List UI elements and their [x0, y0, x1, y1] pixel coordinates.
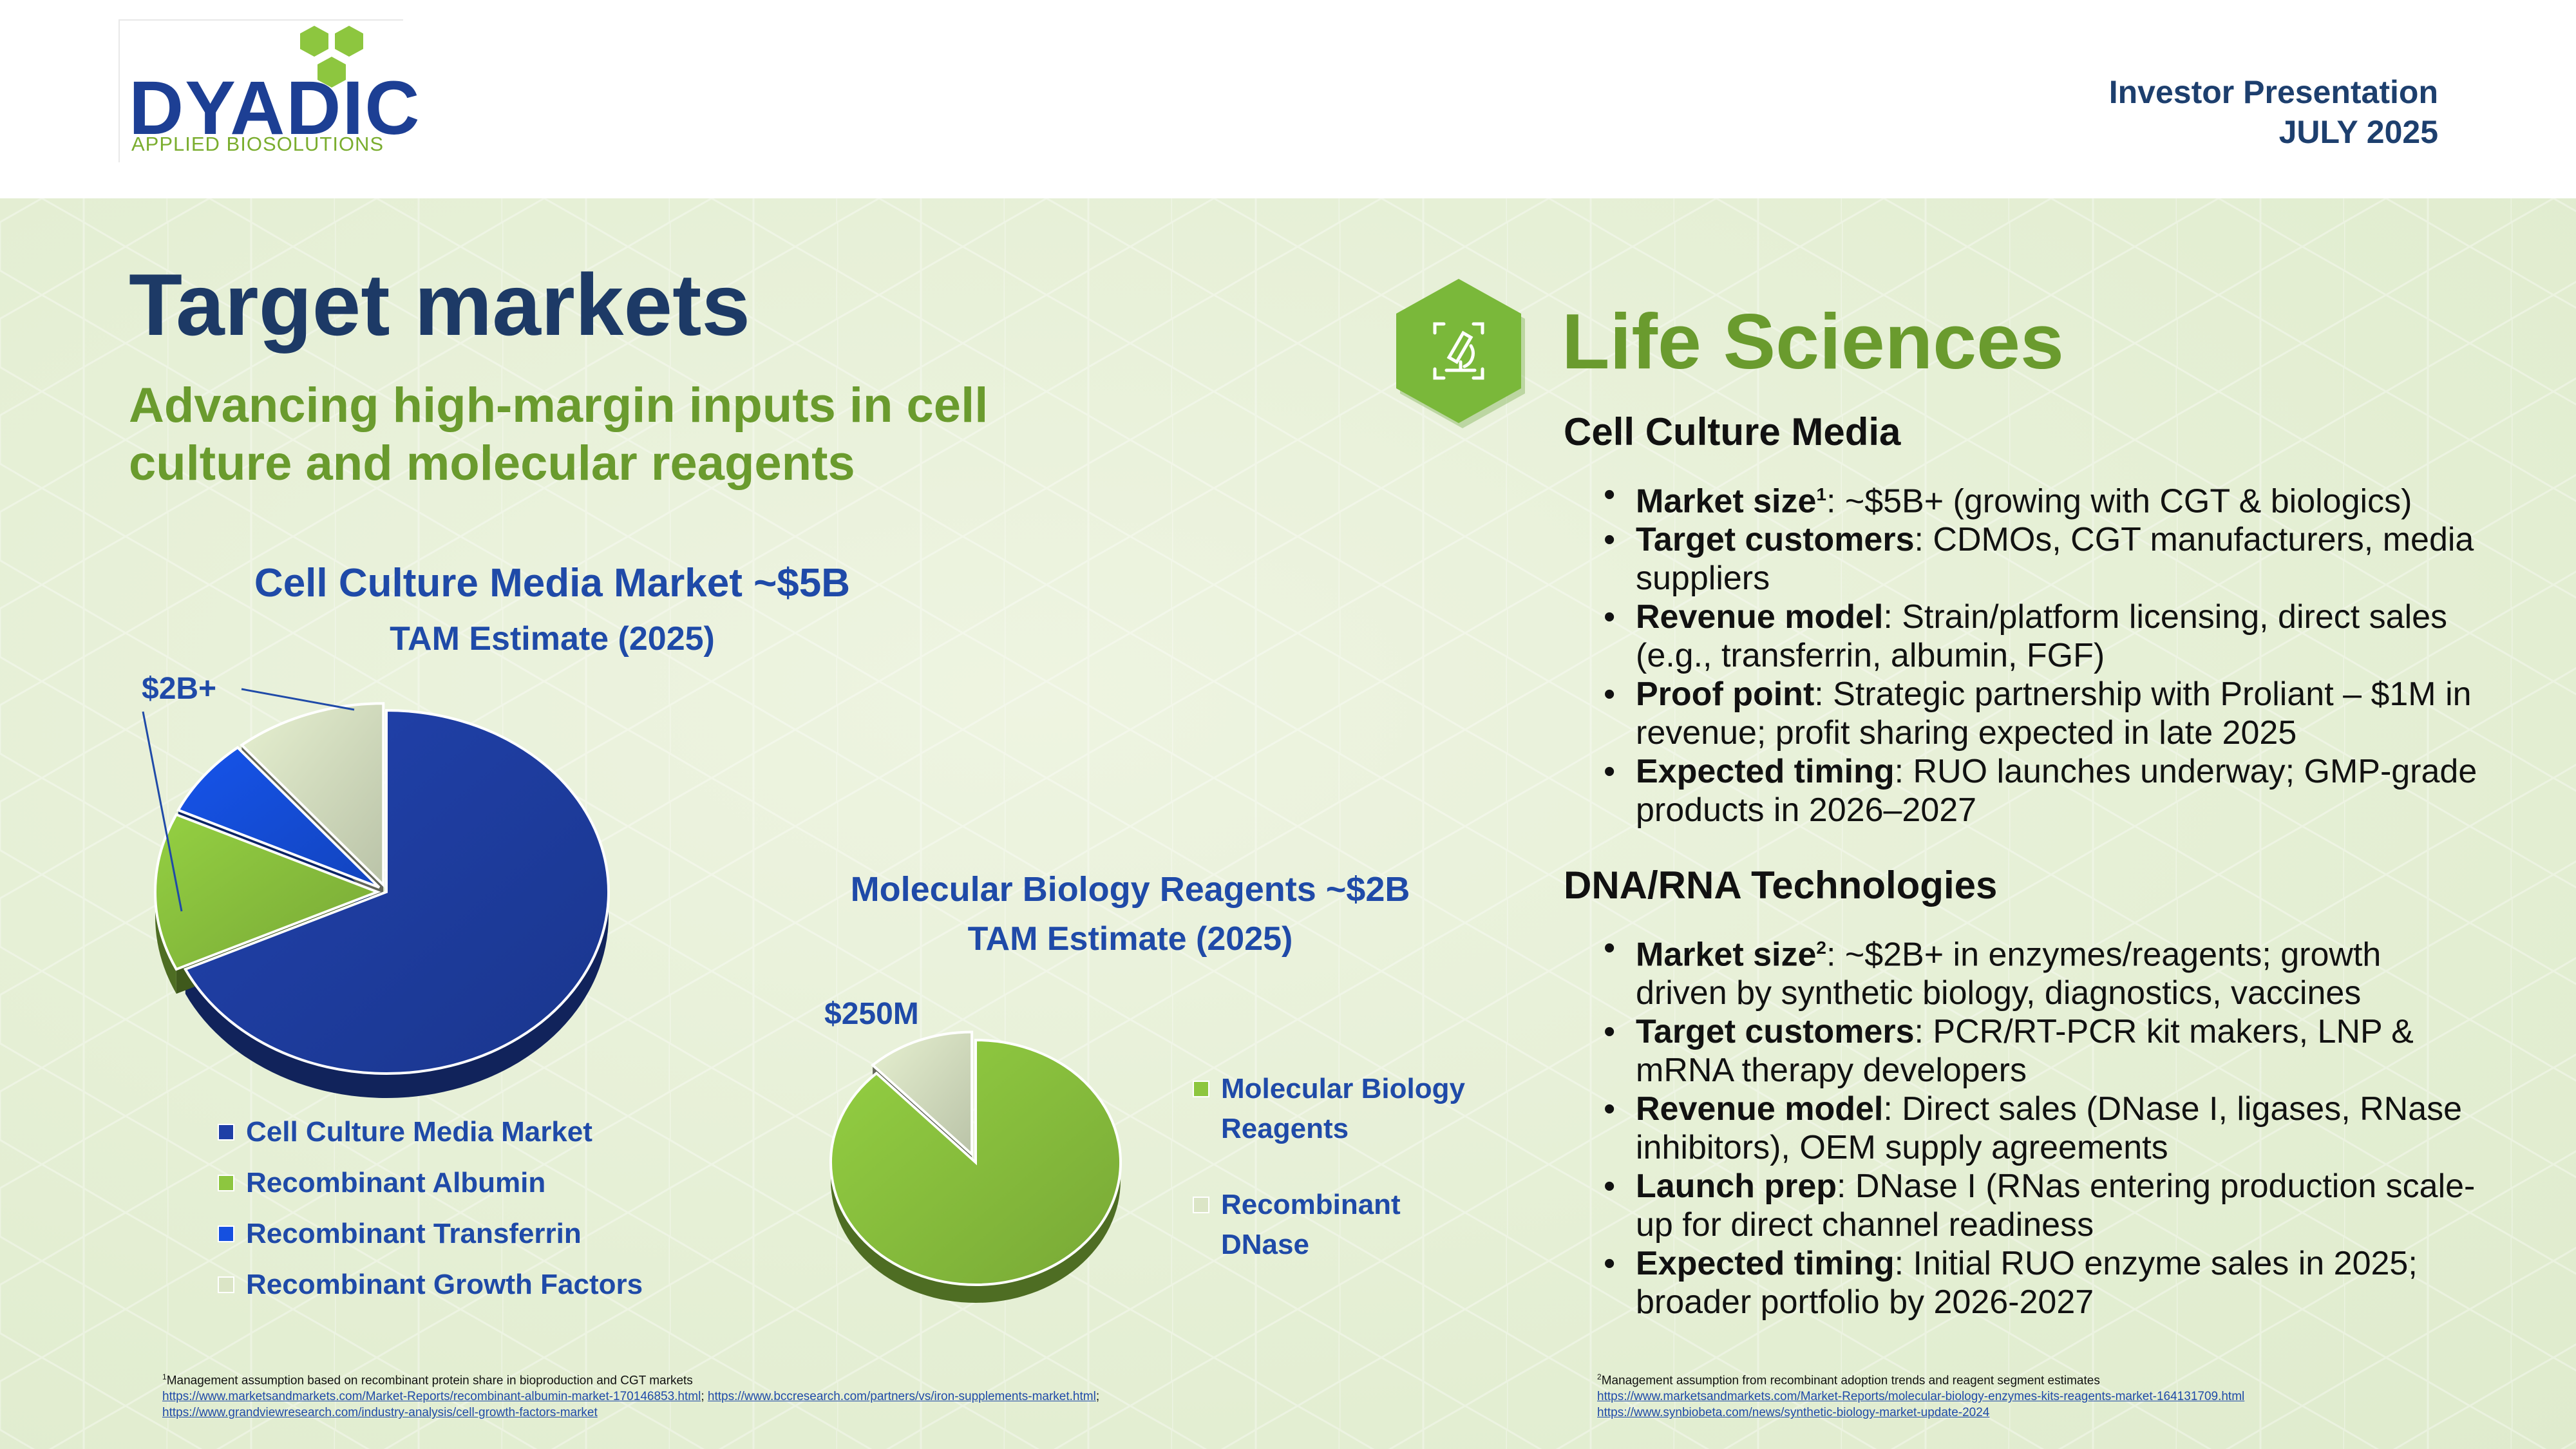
legend-label: Recombinant Growth Factors [246, 1268, 643, 1300]
dna-rna-heading: DNA/RNA Technologies [1564, 864, 1998, 907]
chart1-legend: Cell Culture Media Market Recombinant Al… [218, 1106, 643, 1310]
microscope-icon [1396, 279, 1525, 428]
bullet-label: Market size [1636, 936, 1817, 974]
footnote-text: Management assumption from recombinant a… [1601, 1374, 2100, 1388]
bullet-label: Market size [1636, 482, 1817, 520]
chart2-title: Molecular Biology Reagents ~$2B [850, 870, 1410, 909]
footnote-link[interactable]: https://www.grandviewresearch.com/indust… [162, 1406, 598, 1420]
page-title: Target markets [129, 256, 751, 354]
header-bar: DYADIC APPLIED BIOSOLUTIONS Investor Pre… [0, 0, 2576, 198]
legend-label: Recombinant Transferrin [246, 1217, 582, 1249]
logo-frame [118, 19, 403, 162]
footnote-mark: 2 [1597, 1372, 1602, 1381]
footnote-link[interactable]: https://www.synbiobeta.com/news/syntheti… [1597, 1406, 1990, 1420]
chart2-legend: Molecular Biology Reagents Recombinant D… [1193, 1069, 1492, 1301]
footnote-separator: ; [701, 1390, 708, 1404]
chart1-title: Cell Culture Media Market ~$5B [254, 561, 851, 605]
legend-swatch [1193, 1081, 1209, 1097]
bullet-item: Proof point: Strategic partnership with … [1564, 675, 2478, 752]
footnote-2: 2Management assumption from recombinant … [1597, 1369, 2499, 1421]
cell-culture-pie-chart: $2B+ [142, 672, 610, 1098]
footnote-text: Management assumption based on recombina… [166, 1374, 693, 1388]
footnote-link[interactable]: https://www.marketsandmarkets.com/Market… [1597, 1390, 2245, 1404]
legend-label: Recombinant DNase [1221, 1189, 1401, 1260]
bullet-label: Expected timing [1636, 1245, 1895, 1283]
dna-rna-bullets: Market size2: ~$2B+ in enzymes/reagents;… [1564, 929, 2478, 1321]
logo-hexagons-icon [300, 26, 363, 88]
bullet-text: : Direct sales (DNase I, ligases, RNase … [1636, 1090, 2463, 1167]
callout-label: $250M [824, 997, 919, 1031]
bullet-text: : Initial RUO enzyme sales in 2025; broa… [1636, 1245, 2418, 1321]
pie-slice [870, 1030, 974, 1157]
presentation-date: JULY 2025 [2278, 114, 2438, 150]
callout-line [142, 711, 183, 912]
header-meta: Investor Presentation JULY 2025 [2109, 72, 2438, 152]
pie-slice [183, 708, 610, 1075]
bullet-item: Target customers: CDMOs, CGT manufacture… [1564, 520, 2478, 598]
bullet-item: Expected timing: Initial RUO enzyme sale… [1564, 1244, 2478, 1321]
bullet-label: Proof point [1636, 676, 1815, 714]
bullet-text: : ~$5B+ (growing with CGT & biologics) [1826, 482, 2412, 520]
legend-swatch [218, 1225, 234, 1242]
bullet-label: Revenue model [1636, 598, 1884, 636]
pie-slice [176, 746, 381, 889]
bullet-text: : PCR/RT-PCR kit makers, LNP & mRNA ther… [1636, 1013, 2414, 1090]
presentation-label: Investor Presentation [2108, 74, 2438, 110]
legend-item: Recombinant Growth Factors [218, 1259, 643, 1310]
legend-swatch [1193, 1197, 1209, 1213]
legend-label: Cell Culture Media Market [246, 1115, 592, 1148]
bullet-item: Revenue model: Direct sales (DNase I, li… [1564, 1090, 2478, 1167]
molecular-biology-pie-chart: $250M [824, 997, 1122, 1303]
chart2-subtitle: TAM Estimate (2025) [967, 920, 1293, 958]
legend-swatch [218, 1174, 234, 1191]
bullet-label: Target customers [1636, 521, 1915, 559]
legend-label: Recombinant Albumin [246, 1166, 546, 1198]
cell-culture-bullets: Market size1: ~$5B+ (growing with CGT & … [1564, 475, 2478, 829]
legend-item: Recombinant Albumin [218, 1157, 643, 1208]
legend-item: Recombinant DNase [1193, 1185, 1492, 1265]
footnote-ref: 1 [1816, 484, 1826, 504]
bullet-label: Expected timing [1636, 753, 1895, 791]
bullet-item: Market size2: ~$2B+ in enzymes/reagents;… [1564, 929, 2478, 1012]
legend-label: Molecular Biology Reagents [1221, 1073, 1465, 1144]
legend-item: Recombinant Transferrin [218, 1208, 643, 1259]
footnote-1: 1Management assumption based on recombin… [162, 1369, 1257, 1421]
footnote-ref: 2 [1816, 938, 1826, 958]
bullet-text: : CDMOs, CGT manufacturers, media suppli… [1636, 521, 2474, 598]
bullet-item: Launch prep: DNase I (RNas entering prod… [1564, 1167, 2478, 1244]
bullet-text: : Strain/platform licensing, direct sale… [1636, 598, 2448, 675]
bullet-item: Market size1: ~$5B+ (growing with CGT & … [1564, 475, 2478, 520]
bullet-label: Launch prep [1636, 1168, 1837, 1206]
life-sciences-title: Life Sciences [1562, 298, 2064, 385]
page-subtitle: Advancing high-margin inputs in cell cul… [129, 378, 989, 491]
legend-swatch [218, 1123, 234, 1141]
bullet-text: : DNase I (RNas entering production scal… [1636, 1168, 2476, 1244]
callout-label: $2B+ [142, 672, 216, 706]
logo-wordmark: DYADIC [129, 66, 421, 151]
bullet-label: Revenue model [1636, 1090, 1884, 1128]
footnote-separator: ; [1095, 1390, 1100, 1404]
callout-line [241, 688, 355, 711]
chart1-subtitle: TAM Estimate (2025) [390, 620, 715, 658]
pie-slice-side [155, 892, 176, 994]
bullet-item: Expected timing: RUO launches underway; … [1564, 752, 2478, 829]
pie-slice [154, 813, 381, 971]
pie-slice [829, 1038, 1122, 1286]
cell-culture-heading: Cell Culture Media [1564, 410, 1901, 453]
footnote-link[interactable]: https://www.bccresearch.com/partners/vs/… [707, 1390, 1096, 1404]
logo-tagline: APPLIED BIOSOLUTIONS [131, 133, 384, 155]
bullet-text: : RUO launches underway; GMP-grade produ… [1636, 753, 2477, 829]
bullet-item: Target customers: PCR/RT-PCR kit makers,… [1564, 1012, 2478, 1090]
legend-swatch [218, 1276, 234, 1293]
legend-item: Molecular Biology Reagents [1193, 1069, 1492, 1149]
bullet-label: Target customers [1636, 1013, 1915, 1051]
bullet-text: : Strategic partnership with Proliant – … [1636, 676, 2472, 752]
bullet-text: : ~$2B+ in enzymes/reagents; growth driv… [1636, 936, 2382, 1012]
pie-slice [240, 702, 385, 889]
footnote-link[interactable]: https://www.marketsandmarkets.com/Market… [162, 1390, 701, 1404]
legend-item: Cell Culture Media Market [218, 1106, 643, 1157]
footnote-mark: 1 [162, 1372, 167, 1381]
bullet-item: Revenue model: Strain/platform licensing… [1564, 598, 2478, 675]
